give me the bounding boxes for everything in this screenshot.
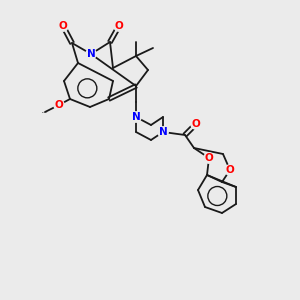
Text: methoxy: methoxy [42, 111, 48, 112]
Text: O: O [55, 100, 63, 110]
Circle shape [225, 165, 235, 175]
Circle shape [114, 21, 124, 31]
Text: O: O [192, 119, 200, 129]
Text: N: N [159, 127, 167, 137]
Text: O: O [58, 21, 68, 31]
Text: N: N [132, 112, 140, 122]
Circle shape [54, 100, 64, 110]
Circle shape [158, 127, 168, 137]
Text: N: N [87, 49, 95, 59]
Circle shape [191, 119, 201, 129]
Text: O: O [226, 165, 234, 175]
Text: O: O [205, 153, 213, 163]
Circle shape [204, 153, 214, 163]
Text: O: O [115, 21, 123, 31]
Circle shape [86, 49, 96, 59]
Circle shape [131, 112, 141, 122]
Circle shape [58, 21, 68, 31]
